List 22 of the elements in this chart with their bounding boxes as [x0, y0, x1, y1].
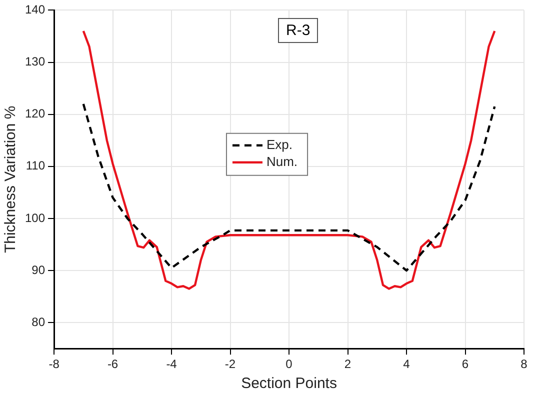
y-tick-label: 110	[26, 158, 46, 173]
x-tick-label: 0	[286, 357, 293, 372]
y-tick-label: 120	[24, 106, 46, 121]
y-tick-label: 140	[24, 2, 46, 17]
x-tick-label: 8	[520, 357, 528, 372]
x-tick-label: 2	[344, 357, 352, 372]
legend-label: Exp.	[266, 136, 292, 152]
x-axis-title: Section Points	[241, 375, 337, 392]
x-tick-label: -8	[48, 357, 60, 372]
y-tick-label: 80	[32, 314, 46, 329]
text: R-3	[278, 18, 318, 43]
y-tick-label: 100	[24, 210, 46, 225]
y-tick-label: 130	[24, 54, 46, 69]
x-tick-label: 6	[462, 357, 469, 372]
legend-label: Num.	[266, 154, 298, 169]
y-tick-label: 90	[32, 262, 46, 277]
x-tick-label: -4	[166, 357, 178, 372]
x-tick-label: -2	[224, 357, 236, 372]
x-tick-label: -6	[107, 357, 118, 372]
x-tick-label: 4	[403, 357, 410, 372]
line-series	[82, 102, 496, 272]
y-axis-title: Thickness Variation %	[2, 106, 20, 254]
